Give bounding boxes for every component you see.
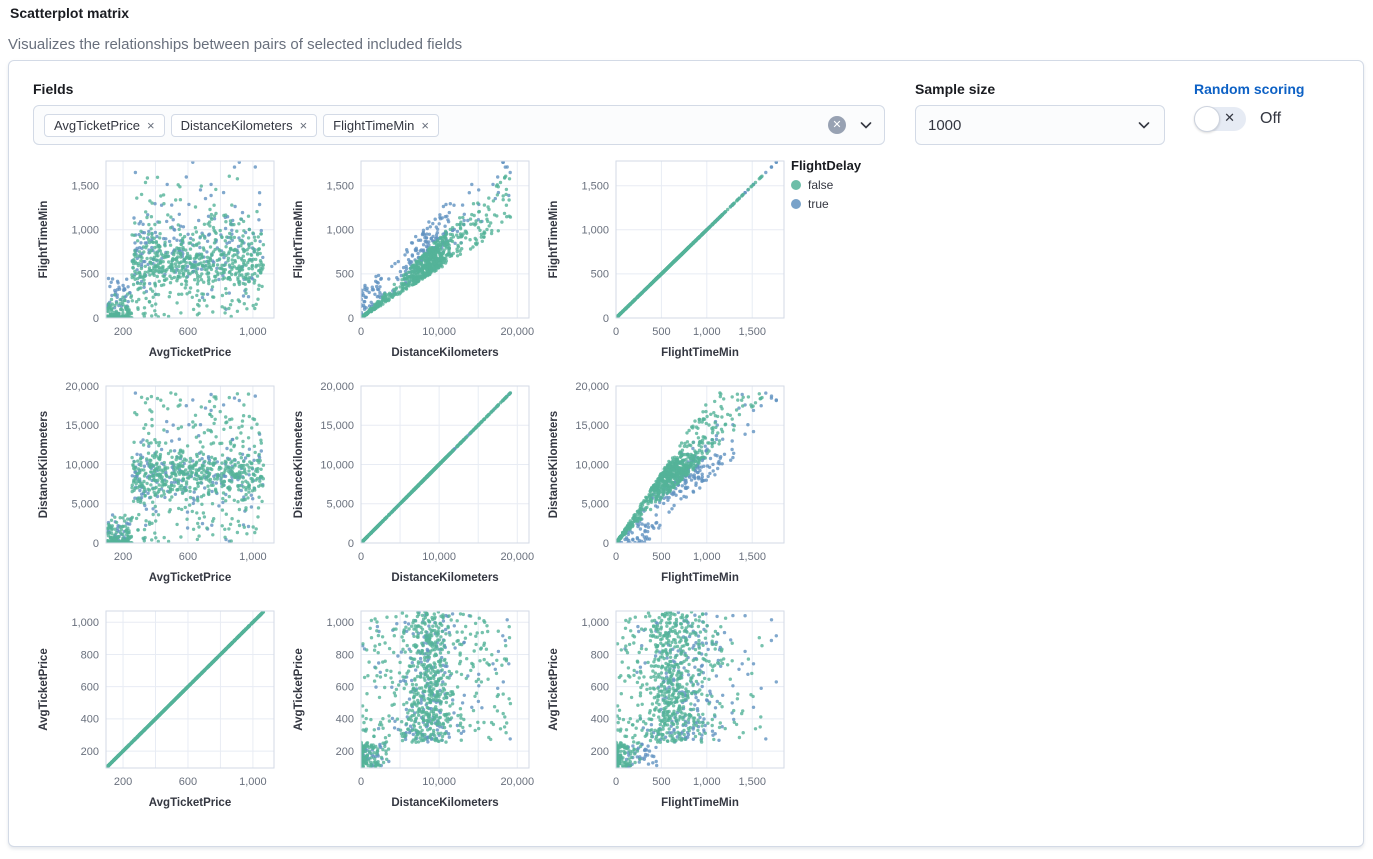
field-pill-label: DistanceKilometers [180, 117, 293, 133]
svg-text:1,000: 1,000 [239, 326, 267, 338]
scatter-plot-FlightTimeMin-vs-DistanceKilometers: 0 500 1,000 1,500 0 10,000 20,000 FlightTimeMin… [286, 156, 536, 366]
page-title: Scatterplot matrix [10, 5, 130, 21]
svg-text:200: 200 [114, 551, 132, 563]
chevron-down-icon[interactable] [858, 117, 874, 133]
toggle-off-x-icon: ✕ [1224, 110, 1235, 125]
sample-size-select[interactable]: 1000 [915, 105, 1165, 145]
scatter-plot-AvgTicketPrice-vs-FlightTimeMin: 200 400 600 800 1,000 0 500 1,000 1,500 AvgTicket… [541, 606, 791, 816]
scatterplot-matrix: 0 500 1,000 1,500 200 600 1,000 FlightTimeMin Av… [31, 156, 796, 831]
svg-text:20,000: 20,000 [500, 326, 534, 338]
svg-text:AvgTicketPrice: AvgTicketPrice [149, 572, 231, 584]
svg-text:1,500: 1,500 [581, 181, 609, 193]
field-pill-label: FlightTimeMin [333, 117, 415, 133]
remove-AvgTicketPrice-icon[interactable]: × [146, 117, 155, 133]
scatter-plot-DistanceKilometers-vs-DistanceKilometers: 0 5,000 10,000 15,000 20,000 0 10,000 20,000 Dis… [286, 381, 536, 591]
svg-text:1,000: 1,000 [71, 225, 99, 237]
sample-size-label: Sample size [915, 81, 996, 97]
legend-item-true[interactable]: true [791, 197, 861, 211]
remove-FlightTimeMin-icon[interactable]: × [421, 117, 429, 133]
selected-fields: AvgTicketPrice × DistanceKilometers × Flight… [44, 113, 439, 137]
svg-text:0: 0 [93, 538, 99, 550]
svg-text:0: 0 [348, 313, 354, 325]
legend-item-false[interactable]: false [791, 178, 861, 192]
svg-text:DistanceKilometers: DistanceKilometers [391, 347, 498, 359]
svg-text:FlightTimeMin: FlightTimeMin [293, 201, 305, 279]
svg-text:10,000: 10,000 [65, 459, 99, 471]
legend-dot-icon [791, 180, 801, 190]
svg-text:15,000: 15,000 [65, 420, 99, 432]
scatterplot-panel: Fields AvgTicketPrice × DistanceKilometers… [8, 60, 1364, 847]
svg-text:FlightTimeMin: FlightTimeMin [38, 201, 50, 279]
sample-size-value: 1000 [928, 116, 962, 134]
svg-text:1,000: 1,000 [581, 225, 609, 237]
svg-text:1,500: 1,500 [71, 181, 99, 193]
svg-text:FlightTimeMin: FlightTimeMin [548, 201, 560, 279]
svg-text:1,500: 1,500 [326, 181, 354, 193]
svg-text:1,000: 1,000 [239, 551, 267, 563]
legend-item-label: true [808, 197, 829, 211]
svg-text:1,000: 1,000 [326, 225, 354, 237]
scatter-plot-FlightTimeMin-vs-FlightTimeMin: 0 500 1,000 1,500 0 500 1,000 1,500 FlightTimeMi… [541, 156, 791, 366]
svg-text:20,000: 20,000 [65, 381, 99, 393]
field-pill-label: AvgTicketPrice [54, 117, 140, 133]
scatter-plot-AvgTicketPrice-vs-DistanceKilometers: 200 400 600 800 1,000 0 10,000 20,000 AvgTicketP… [286, 606, 536, 816]
random-scoring-label[interactable]: Random scoring [1194, 81, 1305, 97]
remove-DistanceKilometers-icon[interactable]: × [299, 117, 308, 133]
legend-dot-icon [791, 199, 801, 209]
scatter-plot-DistanceKilometers-vs-AvgTicketPrice: 0 5,000 10,000 15,000 20,000 200 600 1,000 Dista… [31, 381, 281, 591]
random-scoring-toggle[interactable]: ✕ [1194, 106, 1246, 132]
legend: FlightDelay false true [791, 158, 861, 211]
clear-fields-button[interactable]: ✕ [828, 116, 846, 134]
scatter-plot-AvgTicketPrice-vs-AvgTicketPrice: 200 400 600 800 1,000 200 600 1,000 AvgTicketPri… [31, 606, 281, 816]
svg-text:1,000: 1,000 [693, 326, 721, 338]
svg-text:200: 200 [114, 326, 132, 338]
fields-combobox[interactable]: AvgTicketPrice × DistanceKilometers × Flight… [33, 105, 885, 145]
svg-text:0: 0 [358, 326, 364, 338]
svg-text:5,000: 5,000 [71, 499, 99, 511]
svg-text:500: 500 [591, 269, 609, 281]
svg-text:1,500: 1,500 [738, 326, 766, 338]
toggle-knob [1194, 106, 1220, 132]
legend-title: FlightDelay [791, 158, 862, 173]
svg-text:500: 500 [336, 269, 354, 281]
svg-text:500: 500 [652, 326, 670, 338]
page-subtitle: Visualizes the relationships between pai… [8, 36, 463, 53]
legend-item-label: false [808, 178, 834, 192]
scatter-plot-FlightTimeMin-vs-AvgTicketPrice: 0 500 1,000 1,500 200 600 1,000 FlightTimeMin Av… [31, 156, 281, 366]
svg-text:0: 0 [603, 313, 609, 325]
field-pill-AvgTicketPrice: AvgTicketPrice × [44, 113, 165, 137]
svg-text:DistanceKilometers: DistanceKilometers [38, 411, 50, 518]
svg-text:600: 600 [179, 551, 197, 563]
svg-text:FlightTimeMin: FlightTimeMin [661, 347, 739, 359]
chevron-down-icon [1136, 117, 1152, 133]
random-scoring-state: Off [1260, 110, 1282, 127]
svg-text:0: 0 [613, 326, 619, 338]
svg-text:500: 500 [81, 269, 99, 281]
svg-text:10,000: 10,000 [422, 326, 456, 338]
svg-text:0: 0 [93, 313, 99, 325]
scatter-plot-DistanceKilometers-vs-FlightTimeMin: 0 5,000 10,000 15,000 20,000 0 500 1,000 1,500 Di… [541, 381, 791, 591]
fields-label: Fields [33, 81, 74, 97]
svg-text:600: 600 [179, 326, 197, 338]
field-pill-DistanceKilometers: DistanceKilometers × [170, 113, 318, 137]
svg-text:AvgTicketPrice: AvgTicketPrice [149, 347, 231, 359]
field-pill-FlightTimeMin: FlightTimeMin × [323, 113, 439, 137]
